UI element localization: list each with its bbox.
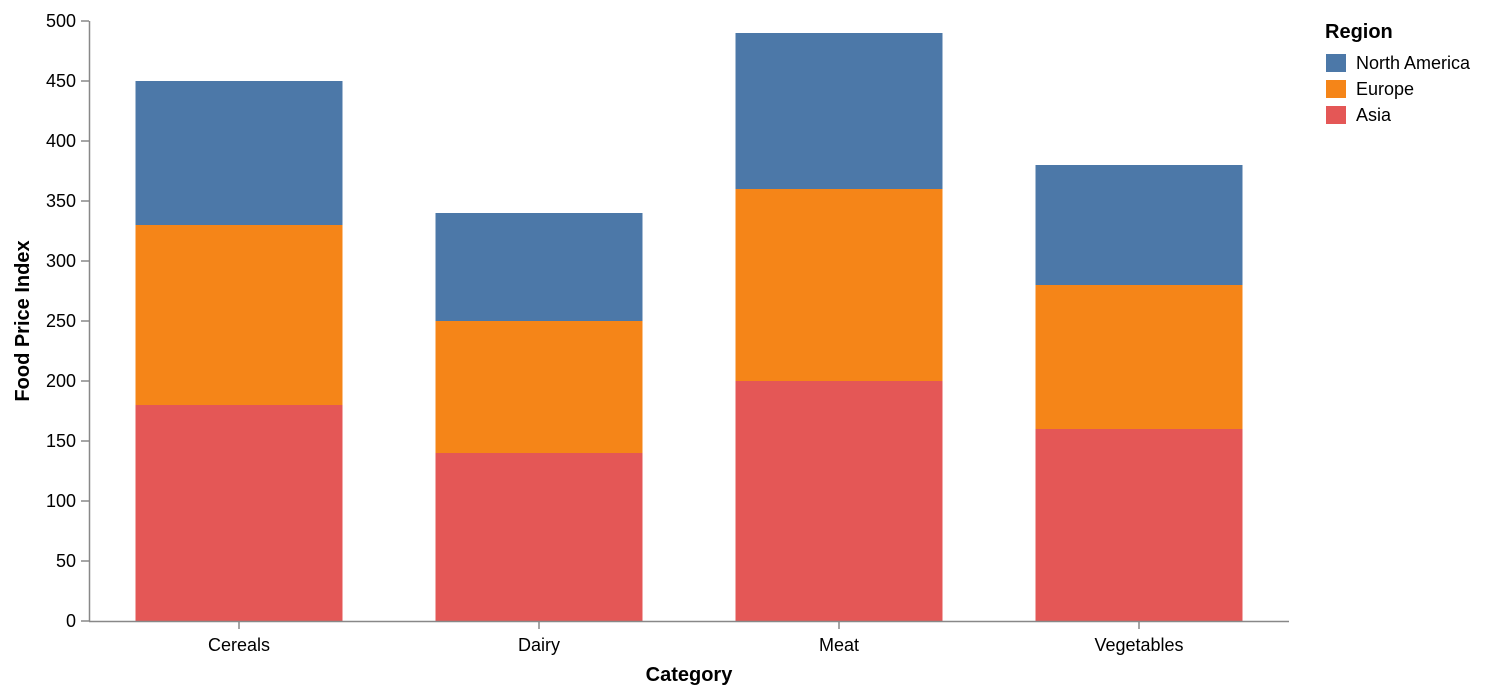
bar-north-america-dairy xyxy=(435,213,643,321)
y-tick-label: 400 xyxy=(46,131,76,151)
bar-asia-cereals xyxy=(135,405,343,621)
x-tick-label: Dairy xyxy=(518,635,560,655)
y-tick-label: 250 xyxy=(46,311,76,331)
legend-label-europe: Europe xyxy=(1356,79,1414,99)
legend: Region North America Europe Asia xyxy=(1325,21,1471,125)
legend-title: Region xyxy=(1325,21,1393,43)
bar-asia-vegetables xyxy=(1035,429,1243,621)
legend-label-north-america: North America xyxy=(1356,53,1471,73)
x-tick-label: Meat xyxy=(819,635,859,655)
x-axis: Cereals Dairy Meat Vegetables xyxy=(89,620,1289,655)
legend-label-asia: Asia xyxy=(1356,105,1392,125)
bar-north-america-vegetables xyxy=(1035,165,1243,285)
legend-swatch-asia xyxy=(1326,106,1346,124)
bar-europe-vegetables xyxy=(1035,285,1243,429)
y-tick-label: 350 xyxy=(46,191,76,211)
bar-europe-cereals xyxy=(135,225,343,405)
x-tick-label: Cereals xyxy=(208,635,270,655)
y-axis-title: Food Price Index xyxy=(12,240,34,401)
y-tick-label: 450 xyxy=(46,71,76,91)
legend-swatch-north-america xyxy=(1326,54,1346,72)
bar-europe-meat xyxy=(735,189,943,381)
y-tick-label: 150 xyxy=(46,431,76,451)
y-tick-label: 500 xyxy=(46,11,76,31)
x-tick-label: Vegetables xyxy=(1094,635,1183,655)
y-tick-label: 50 xyxy=(56,551,76,571)
bar-asia-meat xyxy=(735,381,943,621)
y-axis: 0 50 100 150 200 250 300 350 400 450 500 xyxy=(46,11,91,631)
y-tick-label: 100 xyxy=(46,491,76,511)
y-tick-label: 200 xyxy=(46,371,76,391)
bar-europe-dairy xyxy=(435,321,643,453)
bar-asia-dairy xyxy=(435,453,643,621)
bar-north-america-cereals xyxy=(135,81,343,225)
bar-north-america-meat xyxy=(735,33,943,189)
legend-swatch-europe xyxy=(1326,80,1346,98)
bar-group xyxy=(135,33,1243,621)
y-tick-label: 0 xyxy=(66,611,76,631)
x-axis-title: Category xyxy=(646,664,734,686)
y-tick-label: 300 xyxy=(46,251,76,271)
